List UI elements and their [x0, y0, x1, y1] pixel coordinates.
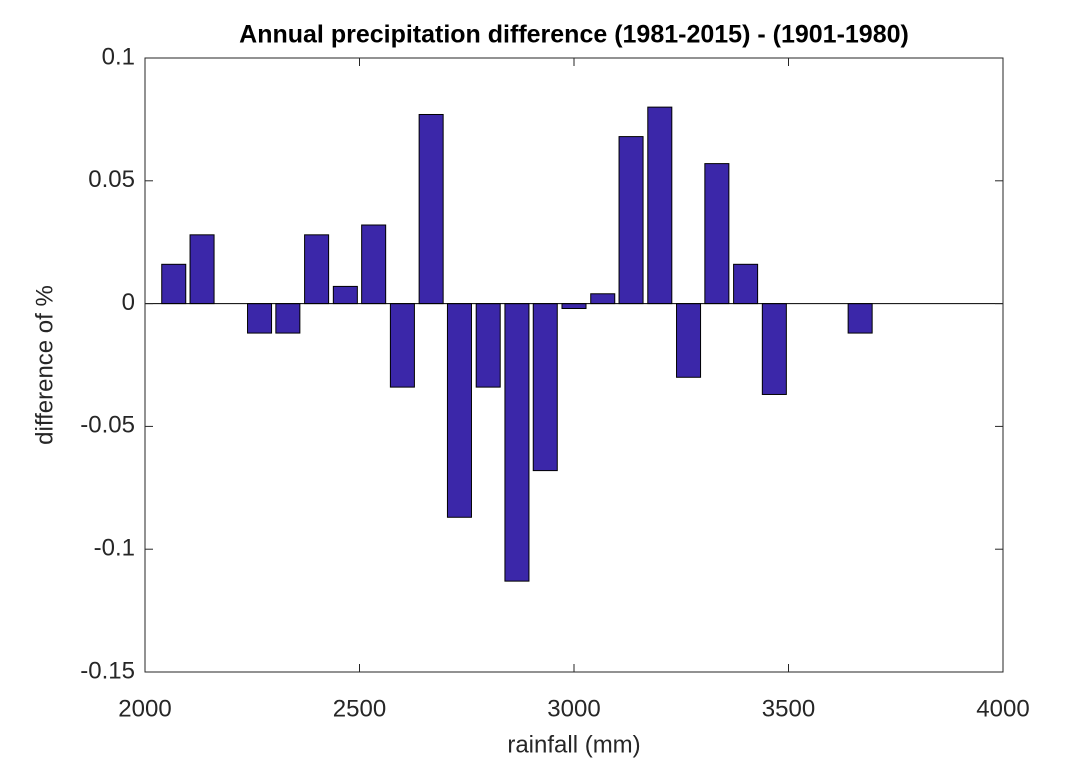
bar	[446, 303, 472, 518]
x-tick-label: 4000	[976, 695, 1029, 722]
y-tick-label: 0.05	[88, 166, 135, 193]
bar	[418, 113, 444, 305]
bar	[761, 303, 787, 395]
x-axis-label: rainfall (mm)	[507, 731, 640, 758]
bar	[161, 263, 187, 305]
bar	[847, 303, 873, 334]
bar	[647, 106, 673, 305]
x-tick-label: 3000	[547, 695, 600, 722]
y-tick-label: -0.05	[80, 412, 135, 439]
chart-title: Annual precipitation difference (1981-20…	[239, 21, 909, 49]
y-tick-label: 0.1	[102, 43, 135, 70]
bar	[618, 136, 644, 305]
x-tick-label: 2500	[333, 695, 386, 722]
bar	[275, 303, 301, 334]
bar	[247, 303, 273, 334]
bar	[532, 303, 558, 472]
bar	[590, 293, 616, 305]
y-tick-label: -0.15	[80, 657, 135, 684]
bar	[733, 263, 759, 305]
x-tick-label: 2000	[118, 695, 171, 722]
x-tick-label: 3500	[762, 695, 815, 722]
bar	[704, 163, 730, 305]
bar	[332, 285, 358, 305]
bar	[361, 224, 387, 305]
bar	[475, 303, 501, 388]
y-tick-label: 0	[122, 289, 135, 316]
bar	[189, 234, 215, 305]
bar	[504, 303, 530, 582]
y-axis-label: difference of %	[31, 285, 58, 445]
bar	[676, 303, 702, 378]
y-tick-label: -0.1	[94, 535, 135, 562]
bar	[561, 303, 587, 310]
bar	[304, 234, 330, 305]
bar	[389, 303, 415, 388]
